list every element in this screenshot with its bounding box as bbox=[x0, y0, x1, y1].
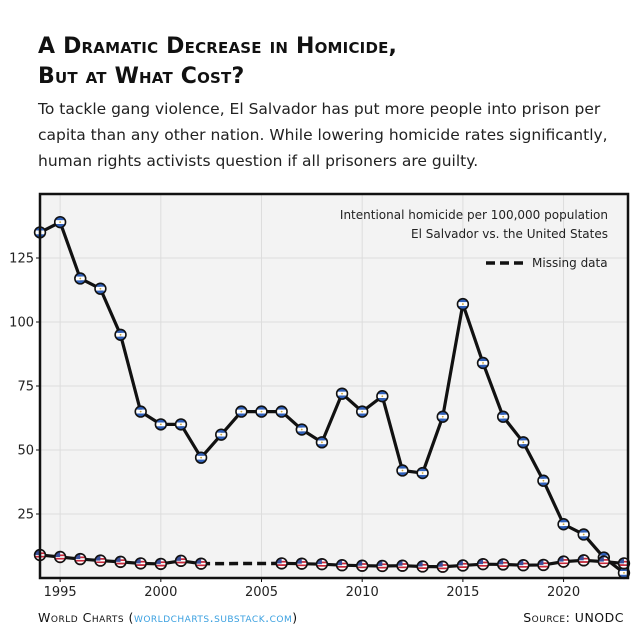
footer-credit-link[interactable]: worldcharts.substack.com bbox=[133, 610, 293, 625]
inner-chart-title: Intentional homicide per 100,000 populat… bbox=[340, 208, 608, 222]
us-flag-marker bbox=[174, 554, 188, 568]
el-salvador-series-line bbox=[39, 220, 625, 575]
us-flag-marker bbox=[517, 559, 530, 572]
us-flag-marker bbox=[577, 554, 590, 567]
us-flag-marker bbox=[436, 560, 449, 573]
us-flag-marker bbox=[315, 557, 329, 571]
el-salvador-flag-marker bbox=[215, 428, 228, 441]
us-flag-marker bbox=[94, 554, 107, 567]
el-salvador-flag-marker bbox=[295, 423, 308, 436]
us-flag-marker bbox=[376, 559, 389, 573]
footer-source: Source: UNODC bbox=[523, 610, 624, 625]
us-flag-marker bbox=[194, 557, 208, 570]
el-salvador-flag-marker bbox=[194, 451, 208, 464]
footer-credit-suffix: ) bbox=[292, 610, 298, 625]
footer-credit: World Charts (worldcharts.substack.com) bbox=[38, 610, 298, 625]
us-flag-marker bbox=[53, 550, 67, 564]
el-salvador-flag-marker bbox=[94, 282, 107, 295]
legend-missing-label: Missing data bbox=[532, 256, 608, 270]
y-tick-label: 25 bbox=[17, 508, 34, 523]
x-tick-label: 1995 bbox=[44, 585, 77, 600]
el-salvador-flag-marker bbox=[376, 390, 389, 403]
us-flag-marker bbox=[295, 557, 308, 570]
el-salvador-flag-marker bbox=[476, 356, 490, 370]
y-tick-label: 100 bbox=[9, 316, 34, 331]
us-flag-marker bbox=[134, 557, 147, 570]
us-flag-marker bbox=[114, 555, 127, 569]
el-salvador-flag-marker bbox=[335, 387, 349, 400]
el-salvador-flag-marker bbox=[134, 405, 147, 418]
el-salvador-flag-marker bbox=[577, 528, 590, 541]
el-salvador-flag-marker bbox=[174, 418, 188, 431]
y-tick-label: 125 bbox=[9, 252, 34, 267]
us-flag-marker bbox=[416, 560, 429, 573]
el-salvador-flag-marker bbox=[557, 518, 570, 531]
el-salvador-flag-marker bbox=[456, 297, 470, 311]
el-salvador-flag-marker bbox=[235, 405, 248, 418]
us-flag-marker bbox=[476, 557, 490, 571]
us-flag-marker bbox=[275, 557, 288, 570]
el-salvador-flag-marker bbox=[74, 272, 87, 285]
us-flag-marker bbox=[74, 552, 87, 566]
el-salvador-flag-marker bbox=[396, 464, 409, 477]
us-flag-marker bbox=[617, 557, 631, 570]
x-tick-label: 2020 bbox=[547, 585, 580, 600]
us-flag-marker bbox=[537, 558, 550, 572]
x-tick-label: 2005 bbox=[245, 585, 278, 600]
chart-subtitle: To tackle gang violence, El Salvador has… bbox=[38, 100, 608, 170]
el-salvador-flag-marker bbox=[255, 405, 268, 418]
inner-chart-subtitle: El Salvador vs. the United States bbox=[411, 227, 608, 241]
el-salvador-flag-marker bbox=[517, 436, 530, 449]
el-salvador-flag-marker bbox=[355, 405, 369, 418]
title-line-1: A Dramatic Decrease in Homicide, bbox=[38, 34, 398, 59]
us-flag-marker bbox=[396, 559, 409, 572]
el-salvador-flag-marker bbox=[114, 328, 127, 341]
el-salvador-flag-marker bbox=[436, 410, 449, 423]
us-flag-marker bbox=[355, 559, 369, 572]
x-tick-label: 2000 bbox=[144, 585, 177, 600]
us-flag-marker bbox=[456, 559, 470, 572]
us-flag-marker bbox=[597, 555, 611, 568]
y-tick-label: 75 bbox=[17, 380, 34, 395]
el-salvador-flag-marker bbox=[154, 418, 168, 431]
x-tick-label: 2015 bbox=[446, 585, 479, 600]
title-line-2: But at What Cost? bbox=[38, 64, 245, 89]
footer-credit-prefix: World Charts ( bbox=[38, 610, 134, 625]
us-flag-marker bbox=[335, 559, 349, 572]
y-tick-label: 50 bbox=[17, 444, 34, 459]
us-flag-marker bbox=[557, 555, 570, 568]
el-salvador-flag-marker bbox=[537, 474, 550, 487]
el-salvador-flag-marker bbox=[315, 436, 329, 449]
el-salvador-flag-marker bbox=[416, 466, 429, 480]
el-salvador-flag-marker bbox=[275, 405, 288, 418]
el-salvador-flag-marker bbox=[496, 410, 510, 423]
us-flag-marker bbox=[154, 557, 168, 571]
x-tick-label: 2010 bbox=[346, 585, 379, 600]
chart-title: A Dramatic Decrease in Homicide, But at … bbox=[38, 32, 618, 92]
us-flag-marker bbox=[496, 558, 510, 571]
plot-frame bbox=[38, 192, 630, 580]
el-salvador-flag-marker bbox=[53, 215, 67, 229]
